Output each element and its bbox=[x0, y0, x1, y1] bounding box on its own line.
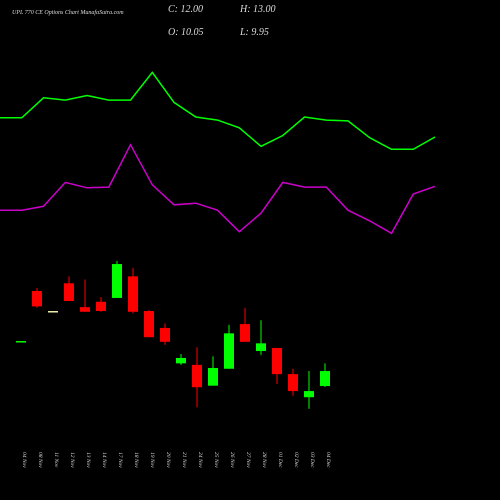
candle-body bbox=[288, 374, 298, 392]
candle-body bbox=[48, 311, 58, 313]
candle-body bbox=[208, 367, 218, 386]
candle-body bbox=[144, 311, 154, 338]
x-tick-label: 03 Dec bbox=[309, 452, 315, 468]
x-tick-label: 18 Nov bbox=[133, 452, 139, 468]
low-text: L: 9.95 bbox=[239, 27, 269, 38]
x-tick-label: 13 Nov bbox=[85, 452, 91, 468]
x-tick-label: 21 Nov bbox=[181, 452, 187, 468]
x-tick-label: 26 Nov bbox=[229, 452, 235, 468]
x-tick-label: 25 Nov bbox=[213, 452, 219, 468]
candle-body bbox=[176, 357, 186, 364]
close-text: C: 12.00 bbox=[168, 4, 203, 15]
candle-body bbox=[240, 324, 250, 342]
x-tick-label: 08 Nov bbox=[37, 452, 43, 468]
candle-body bbox=[256, 343, 266, 352]
x-tick-label: 14 Nov bbox=[101, 452, 108, 468]
candle-body bbox=[16, 341, 26, 343]
candle-body bbox=[272, 347, 282, 375]
candle-body bbox=[80, 307, 90, 312]
candle-body bbox=[320, 371, 330, 387]
candle-body bbox=[32, 290, 42, 307]
candle-body bbox=[64, 283, 74, 302]
x-tick-label: 28 Nov bbox=[261, 452, 267, 468]
chart-title: UPL 770 CE Options Chart MunafaSutra.com bbox=[12, 9, 124, 16]
x-tick-label: 17 Nov bbox=[117, 452, 123, 468]
x-tick-label: 04 Nov bbox=[21, 452, 28, 468]
x-tick-label: 27 Nov bbox=[245, 452, 251, 468]
x-tick-label: 01 Dec bbox=[277, 452, 283, 468]
candle-body bbox=[224, 333, 234, 369]
candle-body bbox=[112, 264, 122, 298]
x-tick-label: 02 Dec bbox=[293, 452, 299, 468]
x-tick-label: 24 Nov bbox=[197, 452, 204, 468]
x-tick-label: 11 Nov bbox=[53, 452, 59, 468]
candle-body bbox=[192, 364, 202, 388]
open-text: O: 10.05 bbox=[168, 27, 204, 38]
high-text: H: 13.00 bbox=[239, 4, 276, 15]
candle-body bbox=[304, 391, 314, 398]
x-tick-label: 19 Nov bbox=[149, 452, 155, 468]
candle-body bbox=[160, 327, 170, 342]
x-tick-label: 04 Dec bbox=[325, 452, 332, 468]
x-tick-label: 12 Nov bbox=[69, 452, 75, 468]
candle-body bbox=[96, 301, 106, 312]
x-tick-label: 20 Nov bbox=[165, 452, 171, 468]
indicator-line bbox=[0, 71, 436, 151]
indicator-line bbox=[0, 143, 436, 235]
candle-body bbox=[128, 276, 138, 312]
